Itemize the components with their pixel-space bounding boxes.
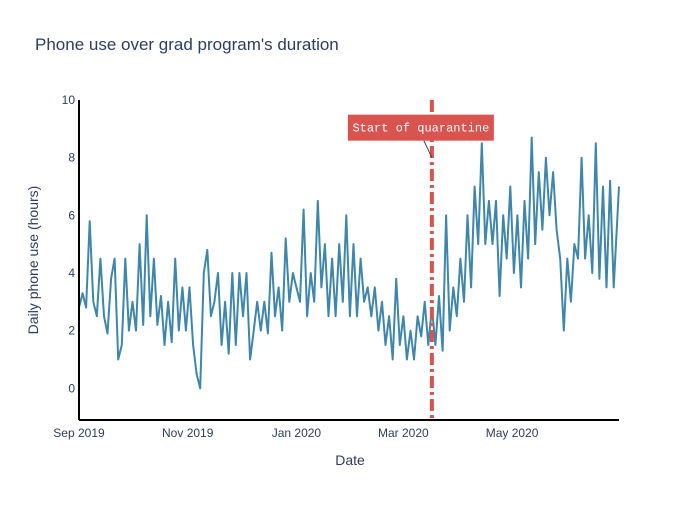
annotation-label: Start of quarantine: [352, 122, 489, 136]
y-tick-label: 2: [68, 324, 75, 338]
y-tick-labels: 0 2 4 6 8 10: [62, 93, 76, 395]
series-group: [78, 136, 620, 390]
annotation-group: Start of quarantine: [347, 114, 494, 158]
x-tick-labels: Sep 2019 Nov 2019 Jan 2020 Mar 2020 May 2020: [53, 426, 538, 440]
x-tick-label: May 2020: [486, 426, 539, 440]
y-tick-label: 8: [68, 151, 75, 165]
chart-title: Phone use over grad program's duration: [35, 35, 339, 54]
x-tick-label: Sep 2019: [53, 426, 105, 440]
y-tick-label: 6: [68, 208, 75, 222]
plot-area: 0 2 4 6 8 10 Sep 2019 Nov 2019 Jan 2020 Mar 2020…: [53, 93, 620, 440]
x-tick-label: Nov 2019: [162, 426, 214, 440]
series-line-0: [78, 136, 620, 390]
x-axis-label: Date: [335, 452, 365, 468]
annotation-box: [347, 114, 494, 141]
y-tick-label: 0: [68, 381, 75, 395]
y-tick-label: 4: [68, 266, 75, 280]
y-axis-label: Daily phone use (hours): [25, 186, 41, 335]
annotation-arrow: [423, 140, 433, 158]
axes-group: [78, 100, 619, 421]
y-tick-label: 10: [62, 93, 76, 107]
x-tick-label: Mar 2020: [378, 426, 429, 440]
x-tick-label: Jan 2020: [272, 426, 322, 440]
